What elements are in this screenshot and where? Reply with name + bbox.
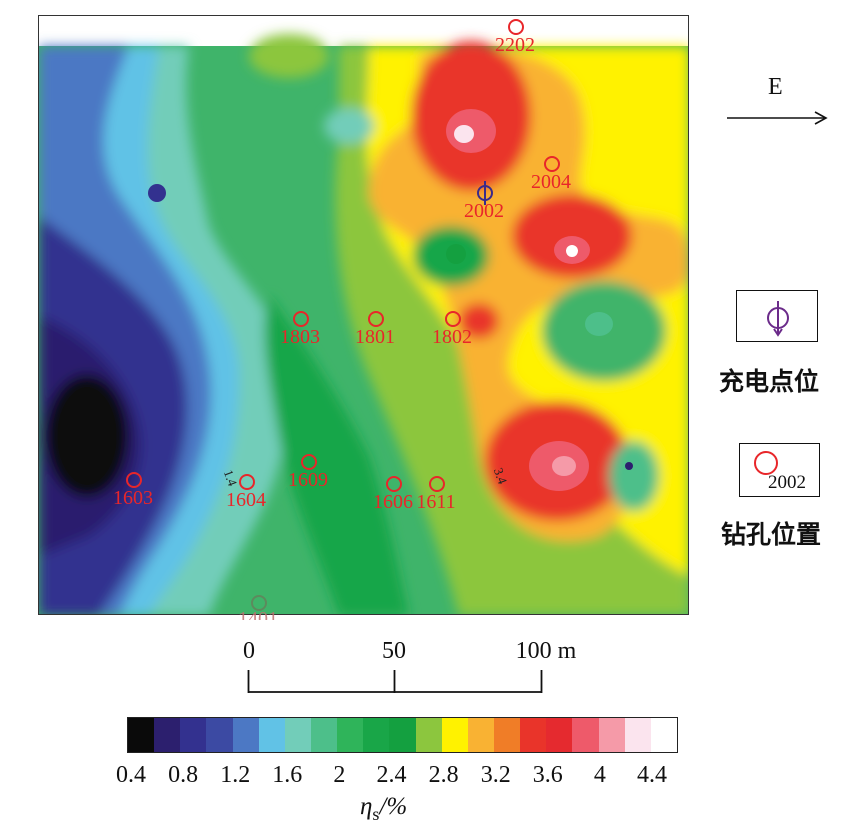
- color-scale-tick-label: 4.4: [637, 762, 667, 788]
- borehole-circle-icon: [754, 451, 778, 475]
- borehole-marker-1803: [293, 311, 309, 327]
- scale-label-0: 0: [243, 638, 255, 664]
- borehole-marker-1802: [445, 311, 461, 327]
- borehole-label-1606: 1606: [373, 491, 413, 513]
- borehole-label-1603: 1603: [113, 487, 153, 509]
- color-scale-tick-label: 2: [333, 762, 346, 788]
- east-direction-label: E: [768, 74, 783, 100]
- color-scale-tick-label: 2.8: [428, 762, 459, 788]
- scale-label-100m: 100 m: [515, 638, 577, 664]
- color-scale-tick-label: 0.8: [168, 762, 199, 788]
- borehole-label-1801: 1801: [355, 326, 395, 348]
- borehole-marker-1801: [368, 311, 384, 327]
- color-scale-tick-label: 1.2: [220, 762, 251, 788]
- borehole-label-1401: 1401: [238, 608, 278, 620]
- borehole-marker-1604: [239, 474, 255, 490]
- borehole-marker-1606: [386, 476, 402, 492]
- borehole-label-2202: 2202: [495, 34, 535, 56]
- borehole-marker-2004: [544, 156, 560, 172]
- legend-borehole-caption: 钻孔位置: [721, 520, 822, 549]
- color-scale-tick-label: 0.4: [116, 762, 146, 788]
- charging-electrode-icon: [767, 301, 789, 337]
- borehole-label-2004: 2004: [531, 171, 571, 193]
- color-scale-swatch: [154, 718, 181, 752]
- color-scale-swatch: [546, 718, 573, 752]
- color-scale-swatch: [493, 718, 521, 752]
- color-scale-swatch: [128, 718, 155, 752]
- color-scale-tick-label: 3.6: [532, 762, 563, 788]
- borehole-label-2002: 2002: [464, 200, 504, 222]
- legend-borehole-sample-label: 2002: [768, 472, 806, 493]
- legend-borehole-swatch: 2002: [739, 443, 820, 497]
- color-scale-swatch: [415, 718, 442, 752]
- color-scale-swatch: [180, 718, 207, 752]
- borehole-marker-1611: [429, 476, 445, 492]
- color-scale-bar: [127, 717, 678, 753]
- east-arrow-icon: [727, 111, 828, 125]
- color-scale-swatch: [520, 718, 547, 752]
- color-scale-swatch: [598, 718, 625, 752]
- color-scale-swatch: [258, 718, 285, 752]
- color-scale-swatch: [284, 718, 311, 752]
- color-scale-swatch: [232, 718, 259, 752]
- color-scale-tick-label: 4: [593, 762, 606, 788]
- color-scale-swatch: [441, 718, 468, 752]
- color-scale-swatch: [310, 718, 338, 752]
- color-scale-swatch: [206, 718, 233, 752]
- legend-charging-point-caption: 充电点位: [719, 367, 820, 396]
- borehole-marker-1603: [126, 472, 142, 488]
- legend-charging-point-swatch: [736, 290, 818, 342]
- color-scale-tick-label: 2.4: [376, 762, 407, 788]
- color-scale-tick-label: 3.2: [480, 762, 511, 788]
- borehole-label-1611: 1611: [416, 491, 456, 513]
- color-scale-swatch: [363, 718, 390, 752]
- color-scale-swatch: [572, 718, 599, 752]
- color-scale-swatch: [467, 718, 494, 752]
- borehole-marker-1401: [251, 595, 267, 611]
- borehole-label-1802: 1802: [432, 326, 472, 348]
- borehole-marker-2202: [508, 19, 524, 35]
- color-scale-swatch: [650, 718, 677, 752]
- color-scale-swatch: [389, 718, 416, 752]
- color-scale-tick-label: 1.6: [272, 762, 303, 788]
- borehole-label-1604: 1604: [226, 489, 266, 511]
- borehole-label-1803: 1803: [280, 326, 320, 348]
- borehole-marker-1609: [301, 454, 317, 470]
- apparent-polarizability-contour-map: [38, 15, 689, 615]
- borehole-label-1609: 1609: [288, 469, 328, 491]
- scale-label-50: 50: [382, 638, 406, 664]
- scale-bar: [247, 670, 543, 693]
- color-scale-swatch: [337, 718, 364, 752]
- color-scale-title: ηs/%: [360, 793, 408, 824]
- color-scale-swatch: [624, 718, 651, 752]
- contour-fill-layer: [39, 16, 688, 614]
